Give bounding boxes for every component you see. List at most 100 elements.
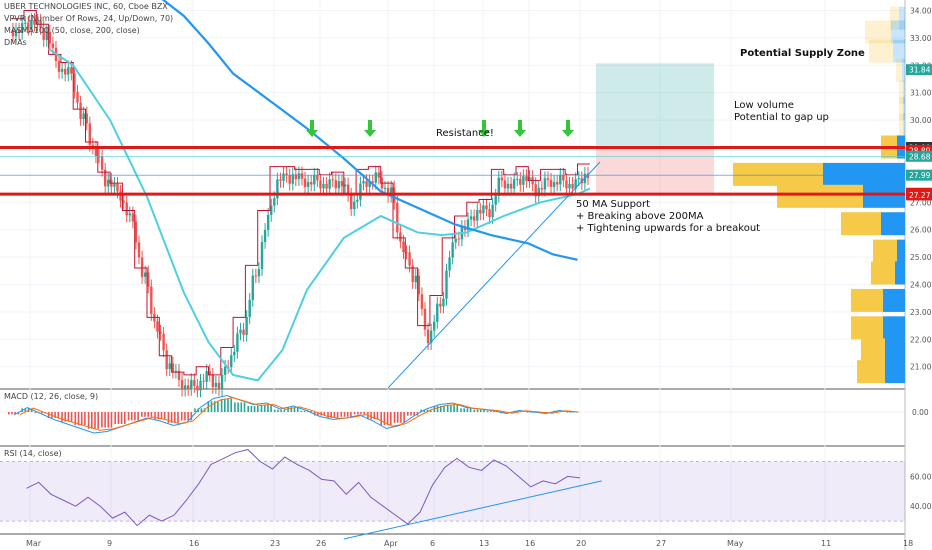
candle-body [236,333,239,352]
candle-body [30,19,33,29]
candle-body [374,172,377,183]
candle-body [411,265,414,283]
candle-body [119,191,122,201]
price-tick-label: 24.00 [910,281,932,290]
macd-histogram-bar [14,412,16,415]
macd-histogram-bar [327,412,329,418]
macd-histogram-bar [101,412,103,428]
macd-histogram-bar [187,412,189,421]
candle-body [586,173,590,179]
vpvr-bar-down [871,261,895,285]
candle-body [33,19,36,25]
macd-histogram-bar [77,412,80,426]
candle-body [17,29,21,33]
macd-histogram-bar [17,412,20,415]
macd-histogram-bar [383,412,386,426]
candle-body [500,177,504,181]
candle-body [279,179,282,181]
price-badge [906,189,932,201]
macd-histogram-bar [127,412,130,421]
macd-histogram-bar [220,398,223,412]
candle-body [356,199,359,202]
candle-body [534,184,537,197]
vpvr-bar-down [899,113,903,137]
candle-body [522,176,525,185]
gap-up-annotation: Potential to gap up [734,112,829,123]
candle-body [128,213,131,216]
macd-histogram-bar [396,412,399,423]
candle-body [353,201,356,210]
vpvr-bar-up [885,360,905,384]
macd-histogram-bar [47,412,50,418]
candle-body [285,173,288,176]
candle-body [540,188,544,190]
macd-histogram-bar [357,412,359,415]
candle-body [310,182,313,185]
support-annotation-2: + Breaking above 200MA [576,211,704,222]
candle-body [479,209,482,214]
candle-body [70,67,73,74]
macd-histogram-bar [390,412,392,426]
price-tick-label: 33.00 [910,34,932,43]
x-tick-label: 18 [903,539,913,548]
macd-histogram-bar [177,412,179,423]
candle-body [97,156,101,158]
macd-histogram-bar [280,409,282,412]
macd-histogram-bar [370,412,372,420]
candle-body [494,195,497,205]
candle-body [187,385,190,389]
macd-histogram-bar [124,412,126,424]
macd-histogram-bar [41,412,43,414]
price-badge-label: 27.99 [909,171,931,180]
macd-histogram-bar [147,412,149,417]
candle-body [300,173,304,179]
dmas-label: DMAs [4,38,27,47]
macd-histogram-bar [293,407,296,412]
macd-histogram-bar [350,412,352,417]
candle-body [506,183,510,189]
macd-signal-line [19,397,579,431]
macd-histogram-bar [346,412,349,417]
vpvr-bar-up [885,338,905,362]
candle-body [239,329,242,334]
candle-body [257,269,261,277]
candle-body [14,29,18,37]
candle-body [442,298,445,307]
macd-histogram-bar [104,412,106,428]
macd-histogram-bar [8,412,10,415]
candle-body [402,241,405,253]
candle-body [131,213,135,222]
candle-body [322,183,325,189]
macd-histogram-bar [450,404,452,412]
candle-body [76,91,79,103]
macd-histogram-bar [267,404,269,412]
candle-body [168,363,171,370]
candle-body [580,178,584,184]
candle-body [343,184,347,187]
macd-histogram-bar [84,412,86,426]
candle-body [100,156,104,170]
macd-histogram-bar [296,407,299,412]
candle-body [429,330,433,344]
macd-histogram-bar [80,412,83,426]
macd-histogram-bar [87,412,90,429]
candle-body [64,68,67,75]
macd-histogram-bar [253,406,256,412]
macd-histogram-bar [194,408,196,412]
vpvr-bar-down [851,288,883,312]
candle-body [405,252,408,254]
candle-body [122,200,125,203]
title-label: UBER TECHNOLOGIES INC, 60, Cboe BZX [4,2,168,11]
vpvr-bar-up [897,239,905,263]
candle-body [472,216,476,221]
rsi-line [26,449,581,527]
macd-histogram-bar [283,409,286,412]
vpvr-bar-down [851,316,883,340]
macd-histogram-bar [230,398,232,412]
candle-body [571,183,574,189]
candle-body [439,303,442,307]
macd-histogram-bar [403,412,405,423]
candle-body [248,299,251,317]
price-tick-label: 25.00 [910,253,932,262]
